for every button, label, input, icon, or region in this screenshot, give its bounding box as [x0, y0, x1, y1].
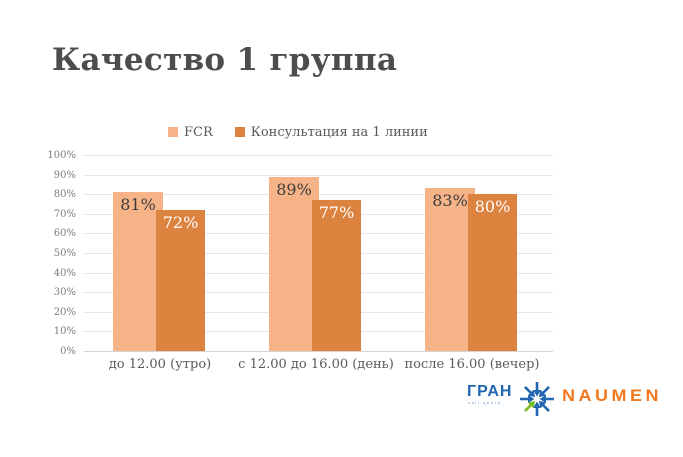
- y-tick-label: 60%: [53, 228, 76, 239]
- gran-arrow-blue: [538, 386, 550, 398]
- x-category-label: после 16.00 (вечер): [404, 357, 540, 372]
- gridline: [84, 155, 553, 156]
- gran-logo-subtext: call центр: [468, 400, 502, 405]
- bar-value-label: 72%: [162, 213, 199, 232]
- gran-arrow-blue: [533, 401, 541, 416]
- gridline: [84, 175, 553, 176]
- naumen-logo: NAUMEN: [562, 386, 662, 405]
- legend-label-consultation: Консультация на 1 линии: [250, 124, 428, 140]
- gran-arrow-blue: [520, 395, 535, 403]
- x-category-label: с 12.00 до 16.00 (день): [238, 357, 394, 372]
- y-tick-label: 30%: [53, 287, 76, 298]
- y-tick-label: 40%: [53, 268, 76, 279]
- x-category-label: до 12.00 (утро): [108, 357, 212, 372]
- bar-value-label: 81%: [120, 195, 156, 214]
- y-tick-label: 70%: [53, 209, 76, 220]
- legend-item-fcr: FCR: [168, 125, 213, 140]
- y-tick-label: 100%: [47, 150, 76, 161]
- y-tick-label: 20%: [53, 307, 76, 318]
- gran-arrow-blue: [539, 395, 554, 403]
- bar-consultation: 72%: [156, 210, 205, 351]
- gran-arrow-blue: [538, 400, 550, 412]
- y-tick-label: 80%: [53, 189, 76, 200]
- y-tick-label: 50%: [53, 248, 76, 259]
- bar-value-label: 89%: [276, 180, 312, 199]
- bar-consultation: 80%: [468, 194, 517, 351]
- legend-item-consultation: Консультация на 1 линии: [234, 124, 428, 140]
- legend-swatch-consultation: [234, 127, 245, 137]
- bar-consultation: 77%: [312, 200, 361, 351]
- legend-label-fcr: FCR: [184, 124, 213, 140]
- gran-arrow-green: [524, 400, 536, 412]
- bar-fcr: 89%: [269, 177, 319, 351]
- bar-fcr: 81%: [113, 192, 163, 351]
- gran-starburst-icon: [520, 382, 554, 416]
- bar-value-label: 83%: [432, 191, 468, 210]
- legend-swatch-fcr: [168, 127, 178, 137]
- chart-legend: FCR Консультация на 1 линии: [168, 123, 428, 141]
- gran-arrow-blue: [524, 386, 536, 398]
- y-tick-label: 90%: [53, 170, 76, 181]
- gridline: [84, 351, 553, 352]
- y-tick-label: 0%: [60, 346, 76, 357]
- bar-value-label: 77%: [318, 203, 355, 222]
- y-tick-label: 10%: [53, 326, 76, 337]
- gran-arrow-blue: [533, 382, 541, 397]
- bar-fcr: 83%: [425, 188, 475, 351]
- slide-title: Качество 1 группа: [52, 42, 398, 78]
- gran-logo-text: ГРАН: [467, 383, 513, 400]
- gran-logo: ГРАН call центр: [467, 382, 557, 417]
- bar-value-label: 80%: [474, 197, 511, 216]
